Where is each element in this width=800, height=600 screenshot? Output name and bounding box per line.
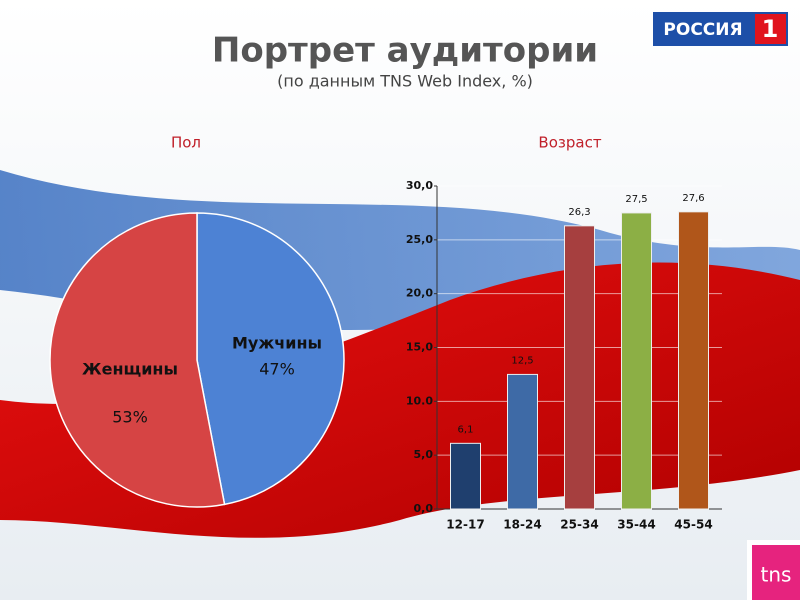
y-tick-label: 10.0 [406, 394, 433, 407]
y-tick-label: 15,0 [406, 341, 433, 354]
tns-text: tns [761, 563, 792, 587]
bar [621, 212, 652, 510]
x-tick-label: 18-24 [503, 518, 541, 532]
x-tick-label: 35-44 [617, 518, 655, 532]
y-tick-label: 25,0 [406, 233, 433, 246]
bar-value-label: 12,5 [511, 355, 533, 366]
bar-value-label: 27,5 [625, 194, 647, 205]
pie-title: Пол [171, 134, 201, 152]
bar [450, 442, 481, 510]
logo-one-box [755, 14, 786, 44]
bar [564, 225, 595, 510]
y-tick-label: 20,0 [406, 287, 433, 300]
bar [507, 373, 538, 510]
logo-text: РОССИЯ [663, 20, 742, 40]
slice-value: 47% [259, 360, 295, 379]
pie-slice [49, 212, 226, 508]
bar-value-label: 27,6 [682, 193, 704, 204]
slide-title: Портрет аудитории [212, 31, 598, 71]
x-tick-label: 12-17 [446, 518, 484, 532]
y-tick-label: 5,0 [414, 448, 434, 461]
logo-number: 1 [762, 15, 779, 43]
slice-label: Мужчины [232, 334, 322, 353]
y-tick-label: 0,0 [414, 502, 434, 515]
bar-value-label: 6,1 [458, 424, 474, 435]
y-tick-label: 30,0 [406, 179, 433, 192]
bar-value-label: 26,3 [568, 207, 590, 218]
slide-subtitle: (по данным TNS Web Index, %) [277, 72, 533, 91]
bar [678, 211, 709, 510]
bar-title: Возраст [538, 134, 601, 152]
x-tick-label: 45-54 [674, 518, 712, 532]
slice-value: 53% [112, 408, 148, 427]
pie-slice [196, 212, 345, 506]
x-tick-label: 25-34 [560, 518, 598, 532]
tns-logo [752, 545, 800, 600]
slice-label: Женщины [82, 360, 178, 379]
